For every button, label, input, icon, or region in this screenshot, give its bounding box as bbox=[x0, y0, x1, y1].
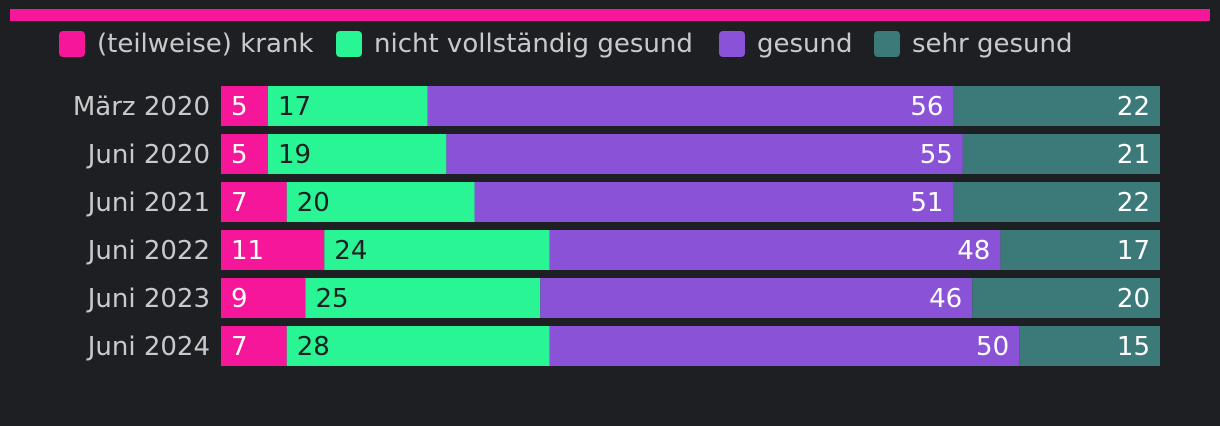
category-label: Juni 2024 bbox=[86, 332, 210, 362]
data-label: 48 bbox=[957, 236, 990, 266]
data-label: 7 bbox=[231, 188, 248, 218]
bar-row: März 2020 5 17 56 22 bbox=[73, 86, 1160, 126]
data-label: 56 bbox=[910, 92, 943, 122]
bar-segment bbox=[972, 278, 1160, 318]
data-label: 46 bbox=[929, 284, 962, 314]
data-label: 25 bbox=[316, 284, 349, 314]
bar-segment bbox=[286, 182, 475, 222]
data-label: 15 bbox=[1117, 332, 1150, 362]
bar-row: Juni 2023 9 25 46 20 bbox=[86, 278, 1160, 318]
category-label: März 2020 bbox=[73, 92, 210, 122]
bar-segment bbox=[267, 134, 447, 174]
bar-segment bbox=[540, 278, 973, 318]
bar-row: Juni 2022 11 24 48 17 bbox=[86, 230, 1160, 270]
bar-segment bbox=[267, 86, 428, 126]
data-label: 5 bbox=[231, 140, 248, 170]
category-label: Juni 2020 bbox=[86, 140, 210, 170]
bar-segment bbox=[1019, 326, 1160, 366]
legend-label: sehr gesund bbox=[912, 29, 1072, 59]
legend-item: gesund bbox=[719, 29, 853, 59]
legend-swatch bbox=[719, 31, 745, 57]
bar-segment bbox=[549, 230, 1001, 270]
bar-segment bbox=[305, 278, 541, 318]
bar-row: Juni 2020 5 19 55 21 bbox=[86, 134, 1160, 174]
legend-item: sehr gesund bbox=[874, 29, 1072, 59]
legend-swatch bbox=[874, 31, 900, 57]
data-label: 17 bbox=[1117, 236, 1150, 266]
bar-segment bbox=[324, 230, 550, 270]
bar-segment bbox=[446, 134, 963, 174]
data-label: 9 bbox=[231, 284, 248, 314]
data-label: 5 bbox=[231, 92, 248, 122]
bar-segment bbox=[221, 86, 268, 126]
accent-top-bar bbox=[10, 9, 1210, 21]
bar-segment bbox=[953, 86, 1160, 126]
bar-segment bbox=[953, 182, 1160, 222]
data-label: 20 bbox=[297, 188, 330, 218]
bar-segment bbox=[221, 134, 268, 174]
bar-segment bbox=[549, 326, 1020, 366]
data-label: 22 bbox=[1117, 92, 1150, 122]
data-label: 24 bbox=[334, 236, 367, 266]
category-label: Juni 2022 bbox=[86, 236, 210, 266]
bar-segment bbox=[474, 182, 954, 222]
legend-swatch bbox=[336, 31, 362, 57]
legend-label: nicht vollständig gesund bbox=[374, 29, 693, 59]
data-label: 22 bbox=[1117, 188, 1150, 218]
data-label: 50 bbox=[976, 332, 1009, 362]
category-label: Juni 2023 bbox=[86, 284, 210, 314]
data-label: 17 bbox=[278, 92, 311, 122]
data-label: 11 bbox=[231, 236, 264, 266]
bar-segment bbox=[962, 134, 1160, 174]
bar-segment bbox=[221, 278, 306, 318]
bar-segment bbox=[221, 326, 287, 366]
legend-label: (teilweise) krank bbox=[97, 29, 313, 59]
bar-segment bbox=[427, 86, 954, 126]
legend-item: (teilweise) krank bbox=[59, 29, 313, 59]
data-label: 55 bbox=[920, 140, 953, 170]
data-label: 7 bbox=[231, 332, 248, 362]
bar-segment bbox=[1000, 230, 1160, 270]
bar-segment bbox=[221, 230, 325, 270]
bar-segment bbox=[221, 182, 287, 222]
data-label: 51 bbox=[910, 188, 943, 218]
legend-swatch bbox=[59, 31, 85, 57]
data-label: 28 bbox=[297, 332, 330, 362]
bar-row: Juni 2024 7 28 50 15 bbox=[86, 326, 1160, 366]
data-label: 21 bbox=[1117, 140, 1150, 170]
bar-segment bbox=[286, 326, 550, 366]
legend: (teilweise) krank nicht vollständig gesun… bbox=[59, 29, 1072, 59]
data-label: 20 bbox=[1117, 284, 1150, 314]
data-label: 19 bbox=[278, 140, 311, 170]
legend-label: gesund bbox=[757, 29, 853, 59]
category-label: Juni 2021 bbox=[86, 188, 210, 218]
legend-item: nicht vollständig gesund bbox=[336, 29, 693, 59]
bar-row: Juni 2021 7 20 51 22 bbox=[86, 182, 1160, 222]
